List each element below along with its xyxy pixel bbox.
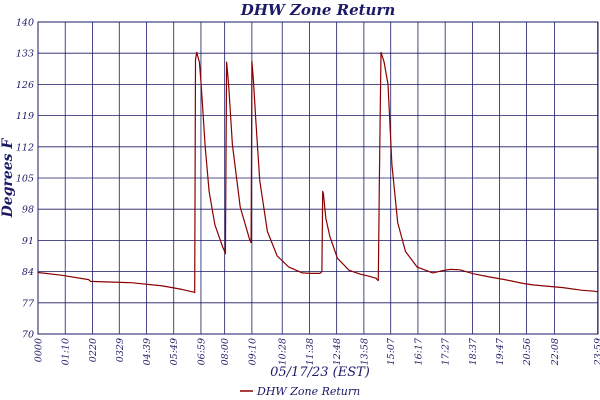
y-axis-label: Degrees F — [0, 138, 16, 219]
x-tick-label: 22:08 — [550, 338, 561, 366]
x-tick-label: 05:49 — [169, 338, 180, 365]
x-tick-label: 01:10 — [61, 338, 72, 365]
grid — [37, 21, 599, 335]
x-tick-label: 18:37 — [468, 337, 479, 365]
legend-label-dhw-zone-return: DHW Zone Return — [256, 385, 360, 398]
x-tick-label: 04:39 — [142, 338, 153, 365]
y-tick-label: 84 — [22, 267, 34, 278]
y-tick-label: 105 — [16, 174, 34, 185]
x-tick-label: 08:00 — [220, 338, 231, 365]
x-tick-label: 06:59 — [196, 338, 207, 365]
y-tick-label: 112 — [16, 142, 34, 153]
y-tick-label: 91 — [22, 236, 34, 247]
y-tick-label: 119 — [16, 111, 34, 122]
x-tick-label: 17:27 — [441, 337, 452, 365]
y-tick-label: 140 — [16, 18, 34, 29]
x-tick-label: 0000 — [34, 338, 45, 362]
legend: DHW Zone Return — [240, 385, 360, 398]
y-tick-label: 98 — [22, 205, 34, 216]
y-tick-label: 126 — [16, 80, 34, 91]
x-tick-label: 20:56 — [522, 338, 533, 366]
x-tick-label: 15:07 — [386, 337, 397, 365]
plot-area-frame — [37, 21, 599, 335]
x-tick-label: 16:17 — [413, 337, 424, 365]
chart-title: DHW Zone Return — [240, 1, 396, 19]
x-tick-label: 0329 — [115, 338, 126, 362]
x-tick-label: 13:58 — [359, 338, 370, 365]
x-tick-label: 11:38 — [305, 338, 316, 365]
y-tick-label: 70 — [22, 330, 34, 341]
x-tick-label: 12:48 — [332, 338, 343, 365]
y-tick-label: 77 — [22, 298, 35, 309]
y-axis-ticks: 70 77 84 91 98 105 112 119 126 133 140 — [16, 18, 35, 341]
x-axis-label: 05/17/23 (EST) — [270, 365, 370, 380]
series-line-dhw-zone-return — [37, 51, 598, 294]
y-tick-label: 133 — [16, 49, 34, 60]
x-tick-label: 23:59 — [593, 338, 600, 366]
x-tick-label: 10:28 — [278, 338, 289, 365]
x-tick-label: 0220 — [88, 338, 99, 362]
x-tick-label: 19:47 — [495, 337, 506, 365]
series-layer — [37, 51, 598, 294]
x-tick-label: 09:10 — [247, 338, 258, 365]
x-axis-ticks: 0000 01:10 0220 0329 04:39 05:49 06:59 08:00 09:… — [34, 337, 600, 366]
